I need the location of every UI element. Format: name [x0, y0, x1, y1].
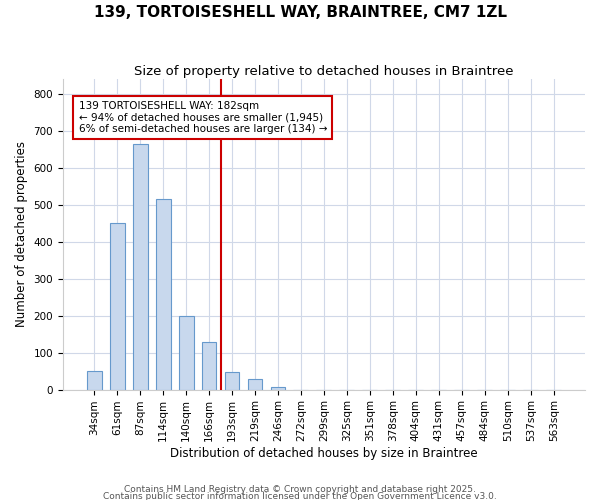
Title: Size of property relative to detached houses in Braintree: Size of property relative to detached ho…: [134, 65, 514, 78]
Bar: [155, 200, 170, 390]
Bar: [202, 342, 217, 390]
Bar: [133, 144, 148, 390]
Bar: [86, 371, 101, 390]
Text: 139, TORTOISESHELL WAY, BRAINTREE, CM7 1ZL: 139, TORTOISESHELL WAY, BRAINTREE, CM7 1…: [94, 5, 506, 20]
Bar: [248, 379, 262, 390]
Bar: [110, 222, 125, 390]
Bar: [271, 388, 286, 390]
Y-axis label: Number of detached properties: Number of detached properties: [15, 142, 28, 328]
Text: 139 TORTOISESHELL WAY: 182sqm
← 94% of detached houses are smaller (1,945)
6% of: 139 TORTOISESHELL WAY: 182sqm ← 94% of d…: [79, 101, 327, 134]
Text: Contains public sector information licensed under the Open Government Licence v3: Contains public sector information licen…: [103, 492, 497, 500]
X-axis label: Distribution of detached houses by size in Braintree: Distribution of detached houses by size …: [170, 447, 478, 460]
Bar: [179, 316, 194, 390]
Bar: [224, 372, 239, 390]
Text: Contains HM Land Registry data © Crown copyright and database right 2025.: Contains HM Land Registry data © Crown c…: [124, 486, 476, 494]
